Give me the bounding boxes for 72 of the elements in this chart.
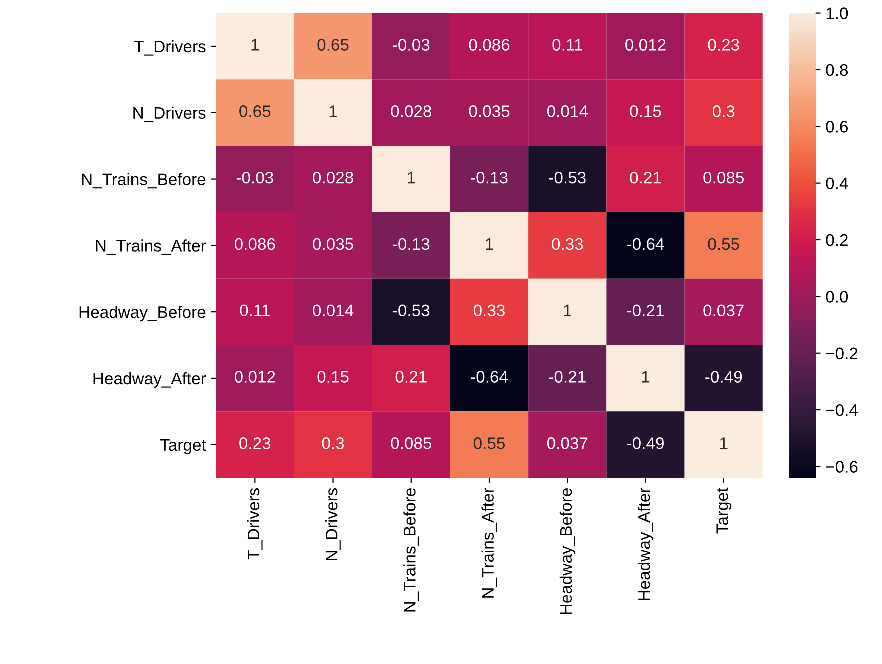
data-label: -0.64 <box>627 238 664 250</box>
color-bar-label: 0.8 <box>826 64 848 76</box>
data-label: 0.085 <box>391 438 432 450</box>
y-tick-label: Target <box>160 439 206 454</box>
data-label: 0.014 <box>547 106 588 118</box>
data-label: -0.13 <box>393 238 430 250</box>
data-label: 0.23 <box>708 39 740 51</box>
data-label: 0.33 <box>552 238 584 250</box>
data-label: 0.086 <box>234 238 276 250</box>
data-label: -0.03 <box>236 172 274 184</box>
data-label: 0.65 <box>240 106 271 118</box>
color-bar-label: 0.4 <box>826 178 848 190</box>
y-tick-label: T_Drivers <box>134 40 206 56</box>
color-bar-label: 0.0 <box>826 291 848 303</box>
y-tick-label: N_Drivers <box>134 106 206 122</box>
data-label: -0.21 <box>549 371 586 383</box>
y-tick-label: Headway_Before <box>80 306 206 322</box>
color-bar-label: 0.2 <box>826 234 848 246</box>
data-label: 0.23 <box>240 438 271 450</box>
data-label: 0.086 <box>469 39 510 51</box>
data-label: 0.15 <box>318 371 349 383</box>
x-tick-label: Headway_Before <box>560 488 576 614</box>
x-tick-label: T_Drivers <box>247 488 263 560</box>
data-label: 0.11 <box>240 304 270 317</box>
data-label: 1 <box>720 438 728 450</box>
data-label: 0.21 <box>630 172 662 184</box>
data-label: -0.21 <box>627 304 664 317</box>
x-tick-label: Target <box>716 488 732 534</box>
data-label: 1 <box>408 172 416 184</box>
y-tick-label: N_Trains_Before <box>82 173 206 189</box>
data-label: 0.21 <box>396 371 427 383</box>
data-label: 0.035 <box>313 238 354 250</box>
x-tick-label: N_Trains_After <box>482 488 498 598</box>
data-label: 0.55 <box>474 438 506 450</box>
data-label: 0.014 <box>313 304 354 317</box>
data-label: 1 <box>486 238 494 250</box>
data-label: 0.15 <box>630 106 662 118</box>
data-label: 0.3 <box>712 106 735 118</box>
y-tick-label: Headway_After <box>94 372 206 388</box>
color-bar-label: −0.2 <box>826 348 858 360</box>
data-label: -0.64 <box>471 371 508 383</box>
data-label: 1 <box>564 304 572 316</box>
data-label: -0.53 <box>549 172 586 184</box>
data-label: -0.53 <box>393 304 430 317</box>
data-label: 0.11 <box>552 39 582 51</box>
x-tick-label: N_Trains_Before <box>404 488 420 612</box>
data-label: 1 <box>642 371 650 383</box>
data-label: 0.3 <box>322 438 344 450</box>
data-label: 0.028 <box>391 106 432 118</box>
data-label: 1 <box>330 106 338 118</box>
data-label: -0.13 <box>471 172 508 184</box>
x-tick-label: Headway_After <box>638 488 654 600</box>
data-label: -0.03 <box>393 39 430 51</box>
data-label: 0.33 <box>474 304 505 317</box>
data-label: 0.037 <box>704 304 744 317</box>
x-tick-label: N_Drivers <box>326 488 341 561</box>
data-label: -0.49 <box>706 371 742 383</box>
data-label: 0.012 <box>626 39 666 51</box>
color-bar-label: −0.6 <box>826 461 858 473</box>
color-bar-label: 0.6 <box>826 121 848 133</box>
data-label: 0.085 <box>704 172 744 184</box>
data-label: 0.65 <box>318 39 349 51</box>
data-label: 1 <box>252 39 259 51</box>
data-label: 0.037 <box>547 438 588 450</box>
data-label: 0.028 <box>313 172 354 184</box>
data-label: 0.012 <box>234 371 276 383</box>
data-label: -0.49 <box>627 438 664 450</box>
data-label: 0.55 <box>708 238 740 250</box>
color-bar-label: −0.4 <box>826 404 858 416</box>
data-label: 0.035 <box>469 106 510 118</box>
color-bar-label: 1.0 <box>826 8 848 20</box>
y-tick-label: N_Trains_After <box>96 240 206 256</box>
